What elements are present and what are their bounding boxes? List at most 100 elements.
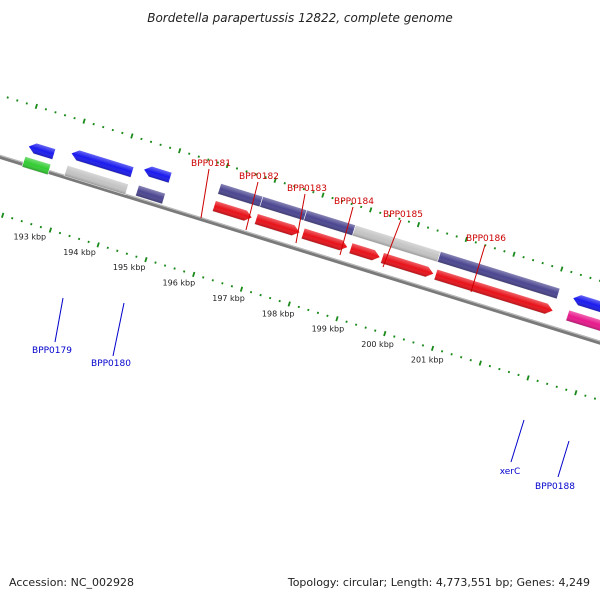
gene-feature-shading [572, 294, 600, 319]
inner-track-tick [526, 375, 530, 381]
inner-track-tick [440, 350, 444, 353]
gene-feature-shading [21, 156, 51, 175]
inner-track-tick [96, 242, 100, 248]
callout-line-bpp0182 [245, 181, 259, 231]
map-title: Bordetella parapertussis 12822, complete… [147, 11, 453, 25]
inner-track-tick [297, 305, 300, 309]
gene-feature-shading [348, 242, 381, 261]
inner-track-tick [584, 394, 587, 397]
outer-track-tick [225, 162, 230, 169]
outer-track-tick [579, 273, 583, 277]
gene-feature-shading [352, 225, 441, 262]
inner-track-tick [249, 290, 253, 294]
gene-label-xerc[interactable]: xerC [500, 467, 521, 477]
outer-track-tick [464, 236, 468, 243]
callout-line-bpp0181 [200, 168, 210, 219]
inner-track-tick [307, 308, 310, 312]
outer-track-tick [82, 118, 86, 124]
outer-track-tick [340, 199, 344, 203]
inner-track-tick [593, 397, 597, 400]
inner-track-tick [211, 279, 214, 282]
outer-track-tick [6, 96, 9, 99]
gene-label-bpp0182[interactable]: BPP0182 [239, 172, 279, 182]
inner-track-tick [460, 356, 463, 359]
inner-dotted-track [1, 212, 597, 400]
outer-track-tick [416, 222, 421, 228]
callout-line-bpp0188 [557, 440, 570, 478]
outer-track-tick [44, 108, 48, 111]
outer-track-tick [541, 261, 544, 265]
outer-track-tick [331, 196, 334, 200]
inner-track-tick [77, 237, 81, 241]
inner-track-tick [555, 385, 558, 389]
outer-track-tick [140, 137, 143, 141]
gene-feature-shading [301, 228, 348, 251]
inner-track-tick [268, 296, 272, 300]
outer-track-tick [188, 152, 191, 155]
outer-track-tick [245, 170, 248, 173]
inner-track-tick [11, 217, 14, 220]
gene-label-bpp0184[interactable]: BPP0184 [334, 197, 374, 207]
scale-label: 197 kbp [212, 294, 245, 303]
gene-feature-shading [212, 200, 253, 221]
gene-label-bpp0188[interactable]: BPP0188 [535, 482, 575, 492]
scale-label: 195 kbp [113, 263, 146, 272]
gene-label-bpp0179[interactable]: BPP0179 [32, 346, 72, 356]
outer-track-tick [216, 161, 220, 164]
gene-feature-shading [565, 310, 600, 336]
gene-label-bpp0183[interactable]: BPP0183 [287, 184, 327, 194]
inner-track-tick [430, 345, 435, 352]
outer-track-tick [149, 140, 153, 144]
inner-track-tick [68, 234, 71, 238]
outer-track-tick [360, 205, 363, 209]
outer-track-tick [197, 155, 200, 158]
inner-track-tick [239, 286, 244, 292]
feature-track [21, 142, 600, 337]
outer-track-tick [283, 182, 286, 185]
outer-track-tick [102, 125, 105, 129]
gene-label-bpp0181[interactable]: BPP0181 [191, 159, 231, 169]
gene-callouts: BPP0181 BPP0182 BPP0183 BPP0184 BPP0185 … [32, 159, 575, 492]
callout-line-bpp0183 [295, 193, 306, 244]
outer-track-tick [264, 176, 267, 179]
callout-line-bpp0180 [112, 302, 125, 357]
outer-track-tick [92, 122, 95, 126]
outer-track-tick [369, 207, 373, 213]
scale-label: 194 kbp [63, 248, 96, 257]
inner-track-tick [507, 370, 511, 374]
outer-track-tick [25, 102, 28, 105]
outer-track-tick [54, 111, 57, 114]
outer-track-tick [63, 114, 67, 117]
outer-track-tick [273, 177, 277, 183]
outer-track-tick [302, 187, 305, 191]
gene-feature-shading [254, 213, 300, 236]
gene-label-bpp0186[interactable]: BPP0186 [466, 234, 506, 244]
inner-track-tick [412, 341, 415, 344]
inner-track-tick [565, 388, 568, 391]
inner-track-tick [478, 360, 482, 366]
outer-track-tick [570, 270, 573, 274]
callout-line-bpp0184 [339, 206, 354, 256]
outer-track-tick [455, 235, 458, 238]
inner-track-tick [87, 240, 90, 244]
gene-label-bpp0185[interactable]: BPP0185 [383, 210, 423, 220]
gene-feature-shading [217, 183, 263, 207]
gene-label-bpp0180[interactable]: BPP0180 [91, 359, 131, 369]
inner-track-tick [48, 227, 53, 233]
callout-line-bpp0179 [54, 297, 64, 343]
inner-track-tick [278, 299, 281, 303]
inner-track-tick [364, 326, 367, 329]
scale-label: 200 kbp [361, 340, 394, 349]
inner-track-tick [421, 344, 425, 347]
outer-track-tick [321, 192, 325, 198]
inner-track-tick [192, 271, 196, 278]
scale-label: 196 kbp [163, 279, 196, 288]
outer-track-tick [551, 264, 554, 268]
inner-track-tick [450, 353, 453, 356]
callout-line-bpp0186 [470, 244, 486, 293]
inner-track-tick [393, 335, 396, 338]
inner-track-tick [144, 256, 148, 263]
inner-track-tick [259, 293, 262, 297]
outer-track-tick [159, 143, 162, 147]
